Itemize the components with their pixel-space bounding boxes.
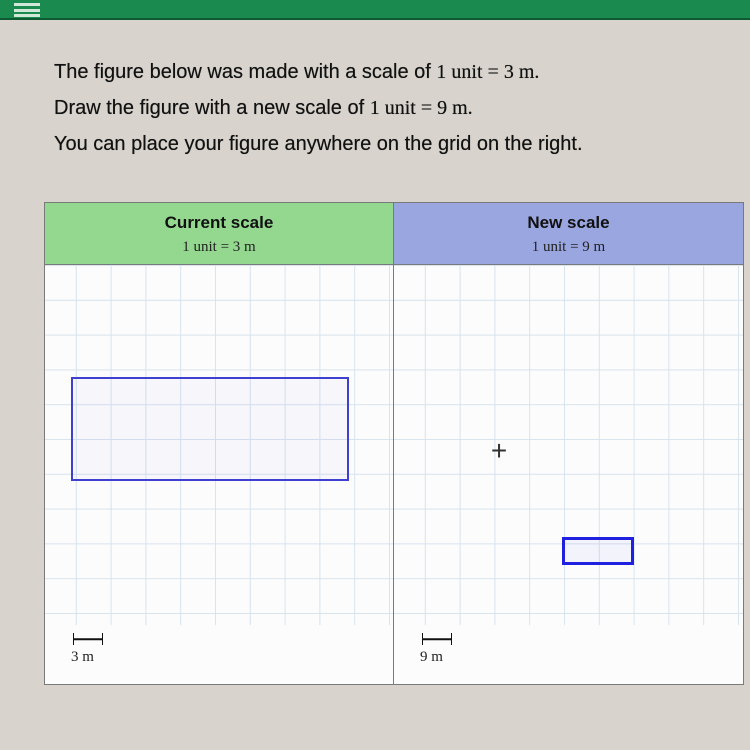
problem-statement: The figure below was made with a scale o… [54,54,696,162]
line2-math: 1 unit = 9 m. [370,97,473,119]
line1-math: 1 unit = 3 m. [436,61,539,83]
new-scale-title: New scale [394,213,743,233]
new-scale-column: New scale 1 unit = 9 m + 9 m [394,203,743,684]
new-figure-rect[interactable] [562,537,634,565]
line2-text: Draw the figure with a new scale of [54,97,370,119]
current-tick-label: 3 m [71,649,393,666]
current-grid[interactable] [45,265,393,625]
content-area: The figure below was made with a scale o… [0,20,750,701]
current-scale-title: Current scale [45,213,393,233]
current-scale-column: Current scale 1 unit = 3 m 3 m [45,203,394,684]
new-scale-header: New scale 1 unit = 9 m [394,203,743,265]
tick-icon [73,633,103,645]
new-tick-label: 9 m [420,649,743,666]
line1-text: The figure below was made with a scale o… [54,61,436,83]
new-scale-sub: 1 unit = 9 m [394,239,743,256]
new-scale-legend: 9 m [394,625,743,684]
line3-text: You can place your figure anywhere on th… [54,133,583,155]
current-figure-rect [71,377,349,481]
cursor-cross-icon: + [491,437,507,465]
current-scale-legend: 3 m [45,625,393,684]
menu-icon[interactable] [14,3,40,17]
scale-table: Current scale 1 unit = 3 m 3 m New scale… [44,202,744,685]
current-scale-header: Current scale 1 unit = 3 m [45,203,393,265]
top-bar [0,0,750,20]
tick-icon [422,633,452,645]
new-grid[interactable]: + [394,265,743,625]
current-scale-sub: 1 unit = 3 m [45,239,393,256]
